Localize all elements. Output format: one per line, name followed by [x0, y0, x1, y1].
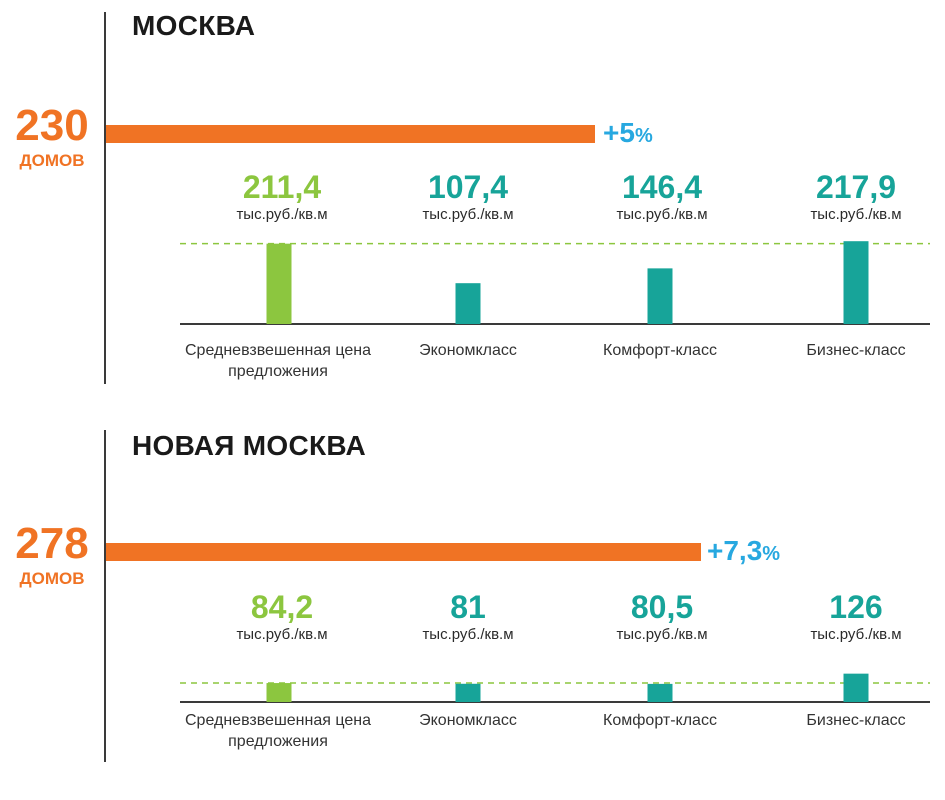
bar-business	[843, 673, 869, 702]
unit-label: тыс.руб./кв.м	[810, 626, 902, 643]
bar-weighted	[266, 683, 292, 702]
category-label-weighted: Средневзвешенная цена предложения	[185, 712, 371, 750]
growth-bar	[106, 543, 701, 561]
growth-value: +7,3%	[707, 536, 780, 569]
vertical-axis-line	[104, 430, 106, 762]
bar-business	[843, 241, 869, 324]
panel-new-moscow: НОВАЯ МОСКВА 278 ДОМОВ +7,3% 84,2 81 80,…	[0, 420, 945, 800]
category-label-comfort: Комфорт-класс	[603, 712, 717, 729]
value-label-economy: 81	[450, 589, 486, 625]
category-label-business: Бизнес-класс	[806, 342, 906, 359]
value-label-business: 126	[829, 589, 883, 625]
growth-bar	[106, 125, 595, 143]
unit-label: тыс.руб./кв.м	[236, 206, 328, 223]
unit-label: тыс.руб./кв.м	[422, 206, 514, 223]
unit-label: тыс.руб./кв.м	[616, 626, 708, 643]
value-label-economy: 107,4	[427, 169, 509, 205]
bar-chart-moscow	[180, 241, 930, 325]
panel-moscow: МОСКВА 230 ДОМОВ +5% 211,4 107,4 146,4 2…	[0, 0, 945, 384]
category-label-economy: Экономкласс	[419, 342, 517, 359]
panel-title: МОСКВА	[132, 10, 256, 41]
category-label-business: Бизнес-класс	[806, 712, 906, 729]
growth-number: +7,3	[707, 535, 763, 566]
panel-title: НОВАЯ МОСКВА	[132, 430, 367, 461]
houses-count: 230	[15, 101, 89, 150]
bar-weighted	[266, 243, 292, 324]
bar-economy	[455, 683, 481, 702]
vertical-axis-line	[104, 12, 106, 384]
houses-label: ДОМОВ	[19, 569, 85, 588]
value-label-weighted: 84,2	[250, 589, 314, 625]
value-label-weighted: 211,4	[242, 169, 322, 205]
bar-economy	[455, 283, 481, 324]
unit-label: тыс.руб./кв.м	[422, 626, 514, 643]
growth-value: +5%	[603, 118, 653, 151]
unit-label: тыс.руб./кв.м	[810, 206, 902, 223]
bar-comfort	[647, 683, 673, 702]
category-label-economy: Экономкласс	[419, 712, 517, 729]
growth-number: +5	[603, 117, 635, 148]
houses-count: 278	[15, 519, 89, 568]
growth-percent-sign: %	[762, 543, 781, 565]
value-label-comfort: 80,5	[630, 589, 694, 625]
unit-label: тыс.руб./кв.м	[236, 626, 328, 643]
value-label-business: 217,9	[815, 169, 897, 205]
growth-percent-sign: %	[634, 125, 653, 147]
category-label-weighted: Средневзвешенная цена предложения	[185, 342, 371, 380]
bar-chart-new-moscow	[180, 673, 930, 703]
unit-label: тыс.руб./кв.м	[616, 206, 708, 223]
category-label-comfort: Комфорт-класс	[603, 342, 717, 359]
houses-label: ДОМОВ	[19, 151, 85, 170]
value-label-comfort: 146,4	[621, 169, 703, 205]
bar-comfort	[647, 268, 673, 324]
